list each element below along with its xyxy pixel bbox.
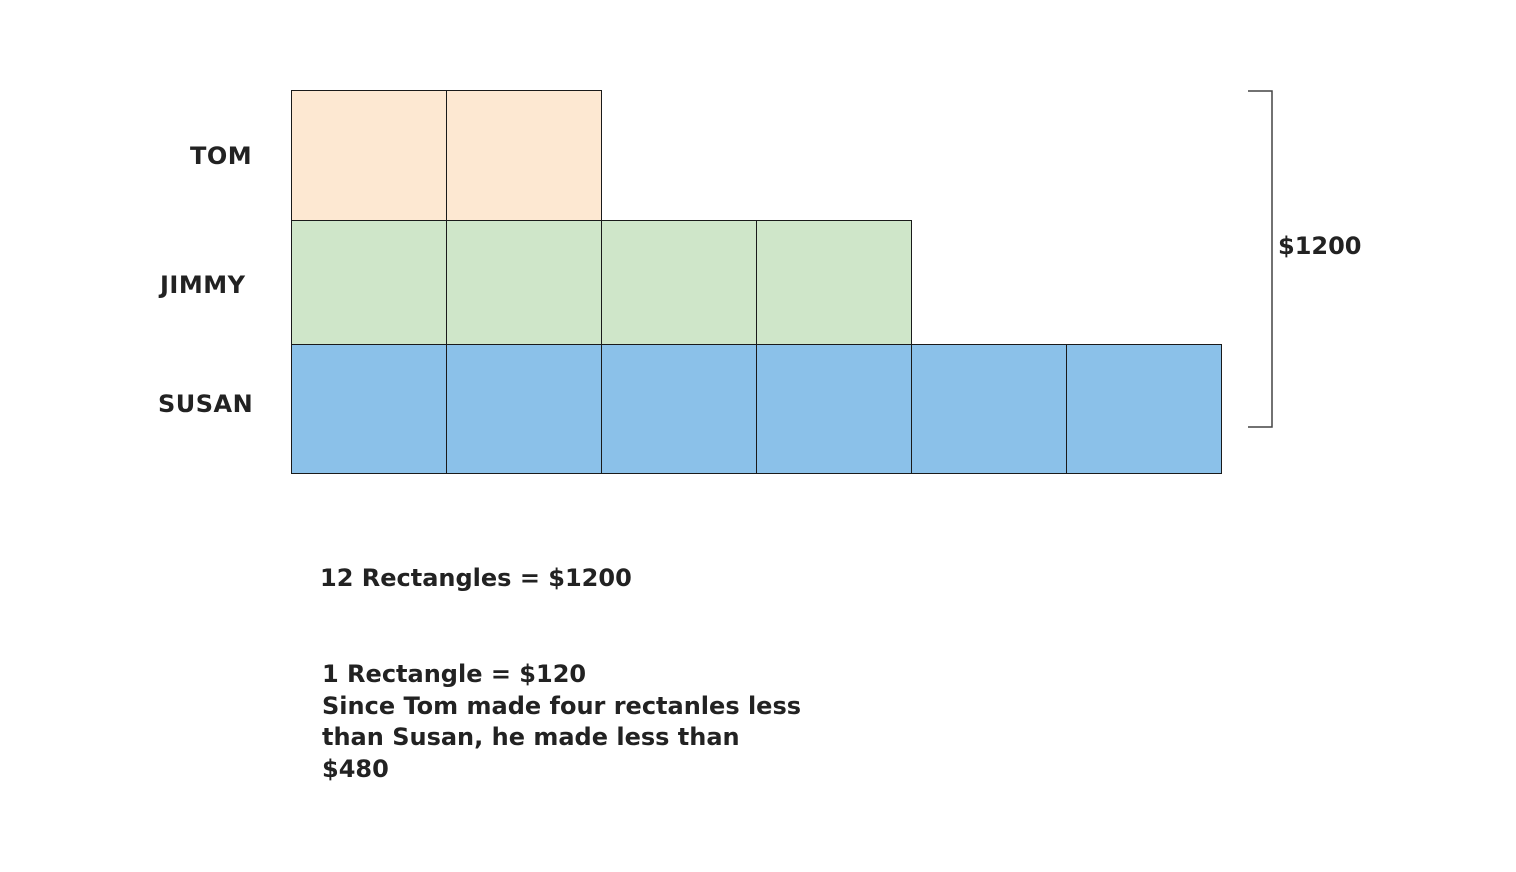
explanation-text: 1 Rectangle = $120 Since Tom made four r… <box>322 659 801 785</box>
note-line: $480 <box>322 754 389 783</box>
rectangle-jimmy <box>756 220 912 345</box>
row-label-jimmy: JIMMY <box>160 271 246 299</box>
row-label-susan: SUSAN <box>158 390 254 418</box>
rectangle-susan <box>291 344 447 474</box>
rectangle-susan <box>446 344 602 474</box>
rectangle-susan <box>756 344 912 474</box>
note-line: than Susan, he made less than <box>322 723 740 751</box>
note-line: 1 Rectangle = $120 <box>322 660 587 688</box>
rectangle-susan <box>1066 344 1222 474</box>
rectangle-tom <box>446 90 602 221</box>
rectangle-susan <box>911 344 1067 474</box>
rectangle-tom <box>291 90 447 221</box>
total-label: $1200 <box>1278 232 1362 260</box>
equation-total: 12 Rectangles = $1200 <box>320 564 632 592</box>
rectangle-susan <box>601 344 757 474</box>
rectangle-jimmy <box>446 220 602 345</box>
row-label-tom: TOM <box>190 142 253 170</box>
note-line: Since Tom made four rectanles less <box>322 691 802 720</box>
rectangle-jimmy <box>291 220 447 345</box>
total-bracket <box>1248 90 1273 428</box>
rectangle-jimmy <box>601 220 757 345</box>
